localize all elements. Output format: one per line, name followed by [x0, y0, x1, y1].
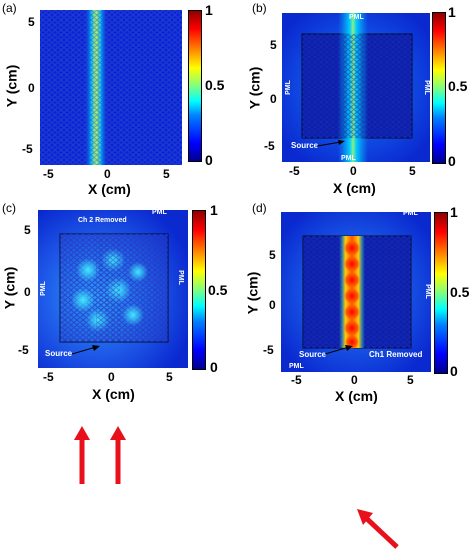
panel-d-pml-right: PML	[423, 284, 431, 299]
panel-c-cbar-0: 0	[210, 359, 218, 375]
panel-d-pml-bottom: PML	[289, 363, 304, 370]
panel-b-field-map	[282, 12, 430, 162]
panel-d-red-arrow-icon	[357, 509, 399, 549]
panel-b-xlabel: X (cm)	[333, 180, 376, 196]
panel-b-source-arrow-icon	[317, 140, 345, 147]
panel-b-ylabel: Y (cm)	[246, 66, 263, 110]
panel-c-field-svg	[38, 210, 188, 368]
panel-c-xlabel: X (cm)	[92, 386, 135, 402]
panel-b-cbar-0: 0	[448, 153, 456, 169]
panel-c-source-arrow-icon	[72, 345, 100, 355]
panel-a-xtick-5: 5	[163, 167, 170, 181]
panel-c-pml-top: PML	[152, 209, 167, 216]
panel-d-cbar-05: 0.5	[450, 284, 470, 300]
panel-d-label: (d)	[252, 201, 267, 215]
panel-b-colorbar	[432, 12, 446, 164]
panel-d-xtick-5: 5	[407, 373, 414, 387]
panel-a-cbar-05: 0.5	[205, 77, 225, 93]
panel-d-ytick-5: 5	[269, 248, 276, 262]
panel-a-cbar-0: 0	[205, 152, 213, 168]
panel-b-pml-right: PML	[422, 80, 430, 95]
panel-d-ytick-0: 0	[269, 298, 276, 312]
panel-b-xtick-0: 0	[350, 164, 357, 178]
panel-c-xtick-neg5: -5	[43, 370, 54, 384]
panel-b-pml-top: PML	[349, 14, 364, 21]
panel-c: (c)	[0, 200, 237, 484]
panel-d-colorbar	[434, 212, 448, 374]
panel-d-cbar-1: 1	[450, 204, 458, 220]
panel-c-ytick-5: 5	[24, 223, 31, 237]
panel-d-field-map	[281, 212, 431, 372]
panel-b-xtick-neg5: -5	[289, 164, 300, 178]
panel-b-source-label: Source	[291, 141, 319, 150]
panel-a-label: (a)	[2, 1, 17, 15]
panel-d-xtick-neg5: -5	[291, 373, 302, 387]
panel-c-ytick-0: 0	[24, 285, 31, 299]
panel-b-xtick-5: 5	[409, 164, 416, 178]
panel-c-ytick-neg5: -5	[18, 343, 29, 357]
panel-c-cbar-1: 1	[210, 202, 218, 218]
panel-d-ylabel: Y (cm)	[244, 271, 261, 315]
panel-d-source-label: Source	[299, 350, 327, 359]
panel-a-xlabel: X (cm)	[88, 181, 131, 197]
panel-b-pml-left: PML	[284, 80, 292, 95]
panel-a-ylabel: Y (cm)	[3, 64, 20, 108]
panel-c-source-label: Source	[45, 349, 73, 358]
panel-b: (b)	[237, 0, 474, 200]
panel-c-note: Ch 2 Removed	[78, 217, 127, 224]
panel-d-field-svg	[281, 212, 431, 372]
panel-c-pml-left: PML	[39, 281, 47, 296]
panel-c-label: (c)	[2, 201, 16, 215]
panel-b-ytick-5: 5	[270, 38, 277, 52]
panel-d-note: Ch1 Removed	[369, 350, 423, 359]
panel-a-field-map	[40, 10, 182, 165]
panel-d-ytick-neg5: -5	[263, 343, 274, 357]
panel-d-source-arrow-icon	[325, 345, 353, 355]
panel-a-ytick-0: 0	[28, 81, 35, 95]
panel-d: (d)	[237, 200, 474, 549]
panel-a-colorbar	[188, 10, 202, 162]
panel-b-ytick-0: 0	[270, 92, 277, 106]
panel-c-xtick-0: 0	[108, 370, 115, 384]
panel-a-xtick-0: 0	[104, 167, 111, 181]
panel-a: (a) 5 0 -5 Y (cm) -5 0 5	[0, 0, 237, 200]
panel-b-cbar-05: 0.5	[448, 78, 468, 94]
panel-d-pml-top: PML	[403, 210, 418, 217]
panel-a-ytick-5: 5	[28, 15, 35, 29]
panel-c-field-map	[38, 210, 188, 368]
panel-a-xtick-neg5: -5	[43, 167, 54, 181]
panel-c-ylabel: Y (cm)	[1, 266, 18, 310]
panel-d-xlabel: X (cm)	[335, 388, 378, 404]
panel-d-cbar-0: 0	[450, 363, 458, 379]
panel-a-field-svg	[40, 10, 182, 165]
panel-c-xtick-5: 5	[166, 370, 173, 384]
panel-c-cbar-05: 0.5	[208, 282, 228, 298]
panel-c-up-arrows-icon	[74, 426, 126, 484]
panel-b-ytick-neg5: -5	[264, 139, 275, 153]
panel-c-pml-right: PML	[176, 270, 184, 285]
panel-a-ytick-neg5: -5	[22, 142, 33, 156]
panel-b-pml-bottom: PML	[341, 155, 356, 162]
panel-b-cbar-1: 1	[448, 4, 456, 20]
panel-c-colorbar	[192, 210, 206, 370]
panel-d-xtick-0: 0	[351, 373, 358, 387]
panel-b-field-svg	[282, 12, 430, 162]
panel-a-cbar-1: 1	[205, 2, 213, 18]
panel-b-label: (b)	[252, 1, 267, 15]
